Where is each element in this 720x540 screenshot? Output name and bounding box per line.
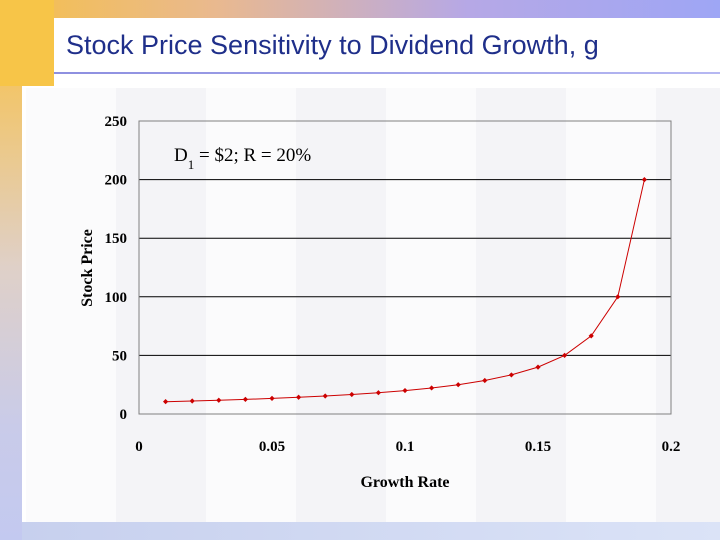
x-tick-labels: 0 0.05 0.1 0.15 0.2 bbox=[135, 439, 680, 455]
x-tick-label: 0.1 bbox=[396, 439, 415, 455]
data-point bbox=[535, 364, 541, 370]
chart-annotation: D1 = $2; R = 20% bbox=[174, 145, 311, 172]
left-accent-bar bbox=[0, 86, 22, 540]
series-line bbox=[165, 179, 645, 403]
annotation-subscript: 1 bbox=[188, 157, 195, 172]
slide-title: Stock Price Sensitivity to Dividend Grow… bbox=[66, 30, 599, 60]
data-point bbox=[455, 382, 461, 388]
x-tick-label: 0 bbox=[135, 439, 143, 455]
data-point bbox=[296, 394, 302, 400]
gridlines bbox=[139, 179, 671, 356]
y-tick-label: 250 bbox=[105, 114, 128, 130]
data-point bbox=[615, 294, 621, 300]
data-point bbox=[322, 393, 328, 399]
annotation-d: D bbox=[174, 145, 188, 166]
y-tick-label: 100 bbox=[105, 290, 128, 306]
annotation-rest: = $2; R = 20% bbox=[194, 145, 311, 166]
data-point bbox=[508, 372, 514, 378]
y-tick-labels: 0 50 100 150 200 250 bbox=[105, 114, 128, 423]
corner-accent-square bbox=[0, 0, 54, 86]
y-tick-label: 50 bbox=[112, 348, 127, 364]
bottom-accent-bar bbox=[22, 522, 720, 540]
data-point bbox=[641, 177, 647, 183]
data-point bbox=[349, 391, 355, 398]
data-point bbox=[242, 396, 248, 402]
data-point bbox=[163, 399, 169, 405]
data-point bbox=[269, 395, 275, 401]
series-markers bbox=[163, 177, 647, 405]
title-underline bbox=[54, 72, 720, 74]
data-point bbox=[482, 377, 488, 384]
data-point bbox=[588, 333, 594, 339]
data-point bbox=[375, 390, 381, 396]
data-point bbox=[189, 398, 195, 404]
x-axis-title: Growth Rate bbox=[360, 474, 449, 491]
x-tick-label: 0.05 bbox=[259, 439, 285, 455]
data-point bbox=[216, 397, 222, 403]
x-tick-label: 0.15 bbox=[525, 439, 551, 455]
x-tick-label: 0.2 bbox=[662, 439, 681, 455]
y-axis-title: Stock Price bbox=[79, 229, 96, 307]
plot-area-frame bbox=[138, 120, 672, 415]
data-point bbox=[402, 387, 408, 394]
y-tick-label: 200 bbox=[105, 173, 128, 189]
y-tick-label: 150 bbox=[105, 231, 128, 247]
data-point bbox=[429, 385, 435, 391]
chart-background bbox=[26, 88, 720, 522]
y-tick-label: 0 bbox=[120, 407, 128, 423]
data-point bbox=[562, 352, 568, 358]
top-accent-bar bbox=[0, 0, 720, 18]
